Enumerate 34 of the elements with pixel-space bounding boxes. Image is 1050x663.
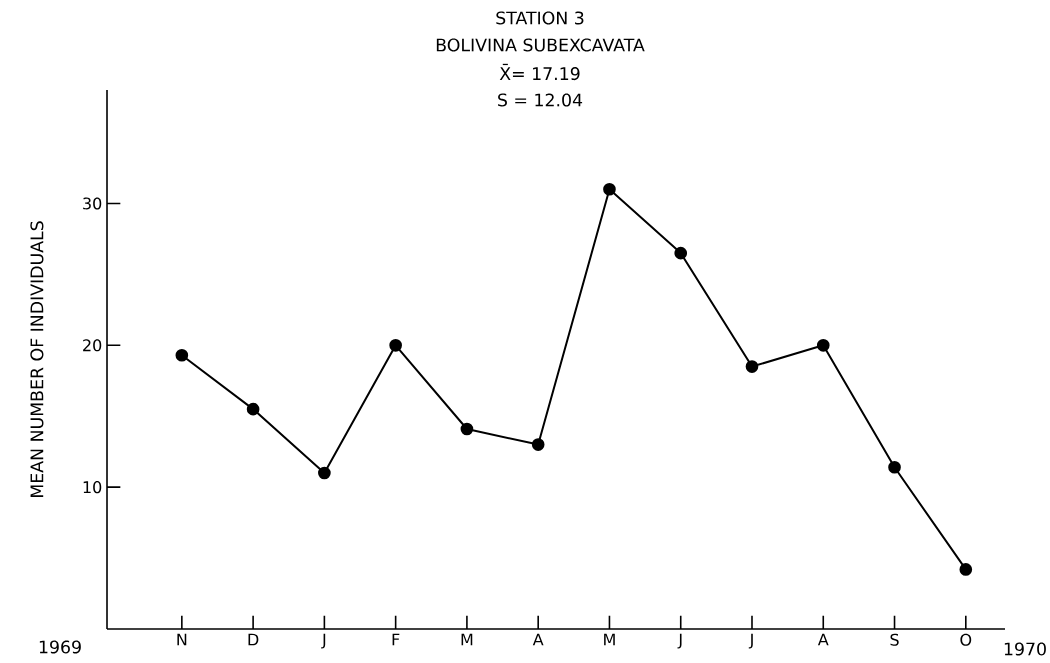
y-tick-label: 30 <box>83 197 102 210</box>
x-tick-label: A <box>817 633 829 646</box>
x-tick-label: J <box>748 633 753 649</box>
point <box>389 338 402 352</box>
point <box>888 460 901 474</box>
point <box>460 422 474 436</box>
annotation: S = 12.04 <box>498 93 583 107</box>
x-tick-label: M <box>461 633 473 646</box>
y-axis-title: MEAN NUMBER OF INDIVIDUALS <box>30 221 44 498</box>
point <box>246 402 260 416</box>
x-tick-label: O <box>960 633 972 646</box>
text: 1970 <box>1004 642 1046 656</box>
chart-title: STATION 3 <box>496 11 584 25</box>
y-tick-label: 10 <box>83 481 102 494</box>
x-tick-label: N <box>177 633 187 646</box>
point <box>175 348 189 362</box>
y-tick-label: 20 <box>83 339 102 352</box>
point <box>816 338 830 352</box>
text: X̄= 17.19 <box>499 63 580 81</box>
x-tick-label: D <box>248 633 259 646</box>
chart-subtitle: BOLIVINA SUBEXCAVATA <box>436 38 645 52</box>
point <box>531 438 545 451</box>
text: 1969 <box>39 640 81 654</box>
point <box>318 466 331 480</box>
x-tick-label: M <box>604 633 615 646</box>
point <box>959 563 973 576</box>
x-tick-label: J <box>677 633 682 649</box>
x-tick-label: J <box>321 633 326 649</box>
x-tick-label: S <box>890 633 899 646</box>
x-tick-label: F <box>392 633 400 646</box>
point <box>674 246 688 260</box>
point <box>603 182 616 196</box>
x-tick-label: A <box>532 633 544 646</box>
point <box>745 360 759 373</box>
